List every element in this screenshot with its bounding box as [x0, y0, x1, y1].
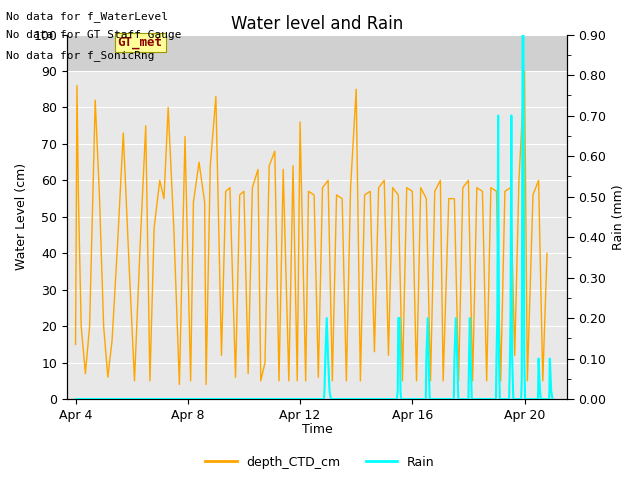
Text: No data for f_SonicRng: No data for f_SonicRng	[6, 49, 155, 60]
Rain	[397, 396, 405, 402]
depth_CTD_cm	[521, 68, 529, 74]
Y-axis label: Water Level (cm): Water Level (cm)	[15, 163, 28, 270]
Rain	[548, 396, 556, 402]
Text: No data for GT Staff Gauge: No data for GT Staff Gauge	[6, 30, 182, 40]
Rain	[536, 388, 544, 394]
depth_CTD_cm	[77, 324, 85, 329]
Line: depth_CTD_cm: depth_CTD_cm	[76, 71, 547, 384]
depth_CTD_cm	[507, 185, 515, 191]
depth_CTD_cm	[543, 251, 551, 256]
Rain	[547, 388, 555, 394]
Rain	[326, 388, 333, 394]
depth_CTD_cm	[535, 178, 543, 183]
Line: Rain: Rain	[76, 35, 552, 399]
Rain	[394, 315, 402, 321]
Rain	[451, 356, 458, 361]
Rain	[519, 32, 527, 37]
Title: Water level and Rain: Water level and Rain	[231, 15, 403, 33]
Legend: depth_CTD_cm, Rain: depth_CTD_cm, Rain	[200, 451, 440, 474]
X-axis label: Time: Time	[301, 423, 332, 436]
depth_CTD_cm	[72, 342, 79, 348]
depth_CTD_cm	[175, 382, 183, 387]
depth_CTD_cm	[195, 159, 203, 165]
Rain	[72, 396, 79, 402]
Bar	[67, 35, 566, 71]
depth_CTD_cm	[212, 94, 220, 99]
Text: GT_met: GT_met	[118, 36, 163, 49]
Text: No data for f_WaterLevel: No data for f_WaterLevel	[6, 11, 168, 22]
depth_CTD_cm	[305, 189, 312, 194]
Y-axis label: Rain (mm): Rain (mm)	[612, 184, 625, 250]
